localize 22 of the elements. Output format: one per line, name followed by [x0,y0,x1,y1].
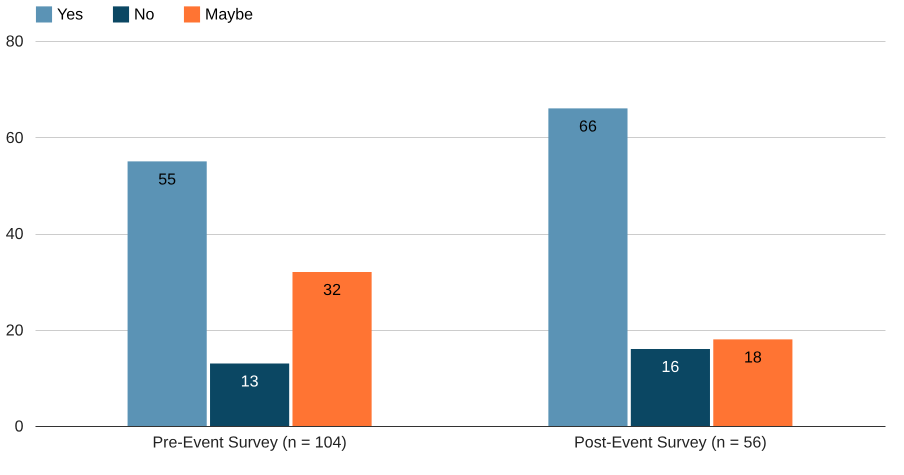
y-tick-label: 60 [6,130,24,147]
data-label: 16 [662,359,680,376]
data-label: 18 [744,349,762,366]
bar [713,339,792,426]
bar [210,363,290,426]
data-label: 13 [240,373,259,390]
data-label: 66 [579,118,597,136]
y-tick-label: 80 [6,34,24,50]
x-tick-label: Post-Event Survey (n = 56) [574,434,767,452]
y-tick-label: 40 [6,226,24,243]
legend-label: Maybe [205,6,254,24]
bar [630,349,710,426]
x-tick-label: Pre-Event Survey (n = 104) [152,434,347,452]
bar [292,272,372,426]
data-label: 32 [323,282,342,299]
legend-label: No [134,6,155,24]
y-tick-label: 20 [6,322,24,340]
data-label: 55 [158,171,176,188]
legend-label: Yes [57,6,84,24]
y-tick-label: 0 [14,418,24,436]
bar [128,161,207,426]
bar [548,108,628,426]
